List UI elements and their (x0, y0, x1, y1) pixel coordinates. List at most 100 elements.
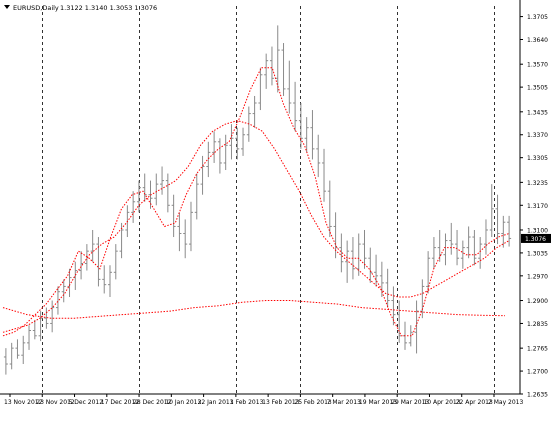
y-tick-label: 1.2900 (527, 298, 548, 305)
price-marker-box (521, 233, 551, 243)
y-tick-label: 1.3370 (527, 132, 548, 139)
x-tick-label: 17 Dec 2012 (101, 399, 140, 406)
y-tick-label: 1.2635 (527, 392, 548, 399)
chart-header: EURUSD,Daily 1.3122 1.3140 1.3053 1.3076 (4, 4, 157, 12)
ohlc-bar (460, 240, 465, 269)
moving-average-line (2, 120, 510, 333)
ohlc-bar (55, 286, 60, 315)
ohlc-bar (200, 155, 205, 195)
ohlc-bar (136, 180, 141, 213)
ohlc-bar (322, 148, 327, 202)
x-tick-label: 29 Mar 2013 (391, 399, 429, 406)
x-tick-label: 22 Apr 2013 (456, 399, 493, 406)
ohlc-bar (472, 229, 477, 266)
x-tick-label: 1 Feb 2013 (230, 399, 264, 406)
ohlc-bar (27, 325, 32, 350)
y-tick-label: 1.2835 (527, 321, 548, 328)
triangle-down-icon[interactable] (4, 5, 10, 9)
ohlc-bar (252, 95, 257, 128)
ohlc-bar (79, 251, 84, 280)
y-tick-label: 1.3570 (527, 62, 548, 69)
y-tick-label: 1.3235 (527, 180, 548, 187)
ohlc-bar (44, 307, 49, 329)
ohlc-bar (443, 233, 448, 266)
ohlc-bar (212, 131, 217, 163)
ohlc-values: 1.3122 1.3140 1.3053 1.3076 (60, 4, 157, 12)
y-tick-label: 1.3035 (527, 250, 548, 257)
x-tick-label: 7 Mar 2013 (327, 399, 361, 406)
y-tick-label: 1.2700 (527, 369, 548, 376)
x-tick-label: 13 Feb 2013 (262, 399, 300, 406)
x-tick-label: 19 Mar 2013 (359, 399, 397, 406)
ohlc-bar (102, 265, 107, 294)
ohlc-bar (38, 311, 43, 342)
ohlc-bar (304, 117, 309, 153)
y-tick-label: 1.2970 (527, 273, 548, 280)
ohlc-bar (420, 279, 425, 319)
ohlc-bar (21, 335, 26, 365)
x-tick-label: 28 Dec 2012 (133, 399, 172, 406)
ohlc-bar (356, 233, 361, 276)
x-tick-label: 22 Jan 2013 (198, 399, 234, 406)
ohlc-bar (183, 219, 188, 259)
y-tick-label: 1.3435 (527, 109, 548, 116)
moving-average-line (2, 67, 510, 337)
x-tick-label: 13 Nov 2012 (4, 399, 43, 406)
ohlc-bar (90, 229, 95, 262)
ohlc-bar (206, 141, 211, 178)
moving-average-line (2, 300, 506, 319)
ohlc-bar (466, 226, 471, 259)
ohlc-bar (3, 348, 8, 375)
y-tick-label: 1.3170 (527, 203, 548, 210)
ohlc-bar (316, 134, 321, 178)
ohlc-bar (478, 237, 483, 269)
ohlc-bar (385, 268, 390, 308)
ohlc-bar (15, 339, 20, 359)
ohlc-bar (449, 222, 454, 255)
ohlc-bar (345, 240, 350, 283)
ohlc-bar (96, 237, 101, 287)
ohlc-bar (483, 219, 488, 255)
symbol-label: EURUSD,Daily (13, 4, 59, 12)
price-scale[interactable]: 1.3705 1.3640 1.3570 1.3505 1.3435 1.3370 1.33… (520, 14, 548, 399)
x-tick-label: 10 Apr 2013 (423, 399, 460, 406)
ohlc-bar (275, 25, 280, 93)
ohlc-bar (223, 134, 228, 171)
moving-averages (2, 67, 510, 337)
ohlc-bar (241, 127, 246, 156)
ohlc-bar (32, 319, 37, 340)
ohlc-bars (3, 25, 512, 375)
ohlc-bar (287, 60, 292, 114)
ohlc-bar (113, 244, 118, 280)
x-tick-label: 10 Jan 2013 (165, 399, 201, 406)
ohlc-bar (368, 247, 373, 283)
x-tick-label: 2 May 2013 (488, 399, 523, 406)
ohlc-bar (108, 265, 113, 297)
ohlc-bar (426, 251, 431, 294)
ohlc-bar (61, 279, 66, 303)
ohlc-bar (142, 173, 147, 202)
ohlc-bar (229, 124, 234, 160)
ohlc-bar (455, 229, 460, 266)
ohlc-bar (298, 103, 303, 149)
ohlc-bar (501, 215, 506, 248)
ohlc-bar (293, 81, 298, 132)
ohlc-bar (217, 138, 222, 174)
ohlc-bar (154, 173, 159, 206)
ohlc-bar (281, 43, 286, 96)
period-separators (42, 6, 495, 394)
ohlc-bar (391, 286, 396, 326)
ohlc-bar (379, 261, 384, 297)
ohlc-bar (269, 46, 274, 86)
ohlc-bar (160, 166, 165, 195)
y-tick-label: 1.2765 (527, 346, 548, 353)
current-price-marker: 1.3076 (521, 233, 551, 243)
ohlc-bar (362, 229, 367, 269)
ohlc-bar (489, 184, 494, 238)
ohlc-bar (414, 300, 419, 354)
price-marker-label: 1.3076 (525, 236, 546, 243)
